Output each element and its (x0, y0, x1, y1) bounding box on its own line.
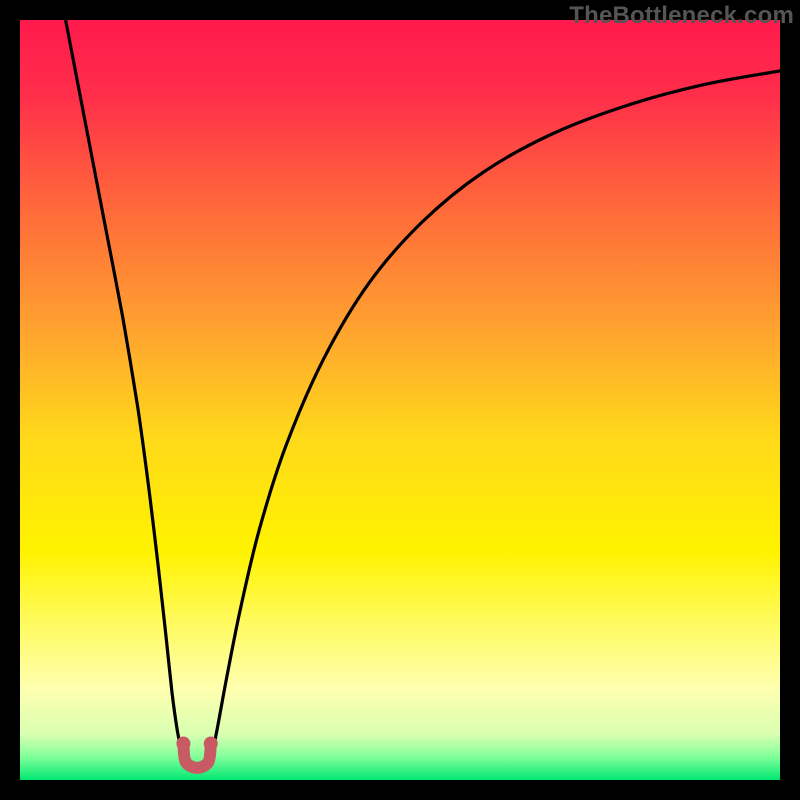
chart-svg (0, 0, 800, 800)
dip-marker-dot-left (176, 737, 190, 751)
dip-marker-dot-right (204, 737, 218, 751)
chart-frame: TheBottleneck.com (0, 0, 800, 800)
watermark-text: TheBottleneck.com (569, 2, 794, 30)
plot-background (20, 20, 780, 780)
